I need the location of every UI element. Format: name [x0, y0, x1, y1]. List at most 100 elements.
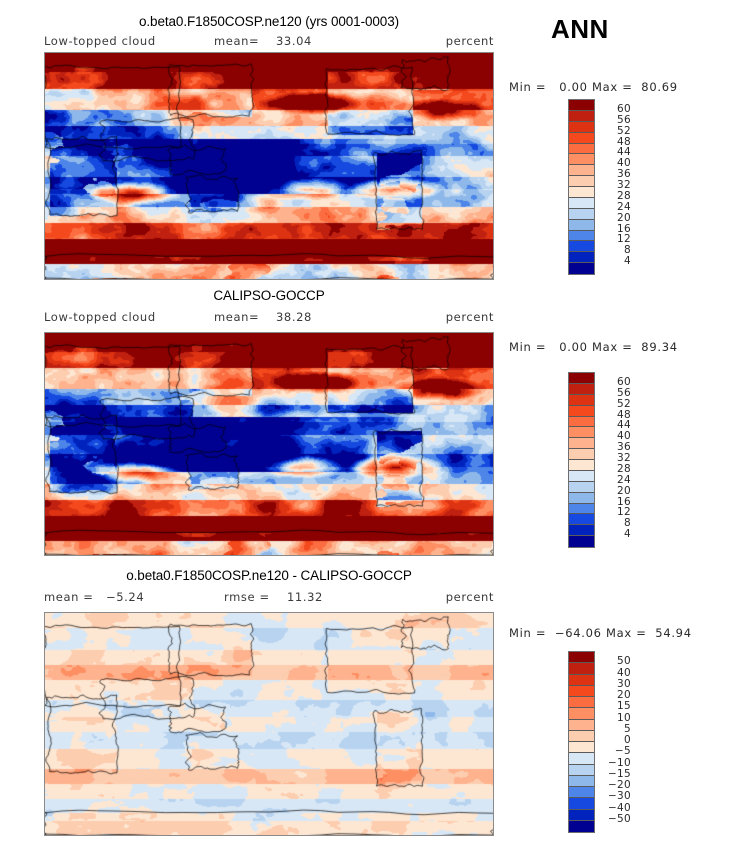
panel-model-title: o.beta0.F1850COSP.ne120 (yrs 0001-0003)	[138, 14, 400, 29]
colorbar-tick-label: 40	[617, 666, 631, 679]
colorbar-tick-label: 16	[617, 222, 631, 235]
colorbar-band	[569, 438, 594, 450]
panel-difference-units-label: percent	[445, 590, 494, 604]
colorbar-band	[569, 143, 594, 155]
panel-model-mean-label: mean=	[214, 34, 260, 48]
colorbar-band	[569, 449, 594, 460]
colorbar-band	[569, 514, 594, 526]
colorbar-band	[569, 775, 594, 787]
colorbar-tick-label: −20	[607, 779, 631, 791]
colorbar-model-labels: 60 56 52 48 44 40 36 32 28 24 20 16 12 8 4	[597, 99, 643, 273]
colorbar-tick-label: 32	[617, 179, 631, 191]
colorbar-tick-label: 24	[617, 473, 631, 486]
colorbar-band	[569, 427, 594, 439]
colorbar-band	[569, 132, 594, 144]
colorbar-tick-label: 36	[617, 168, 631, 181]
colorbar-band	[569, 154, 594, 166]
colorbar-band	[569, 100, 594, 111]
colorbar-tick-label: 24	[617, 200, 631, 213]
season-label: ANN	[551, 14, 609, 44]
colorbar-band	[569, 652, 594, 664]
colorbar-band	[569, 764, 594, 776]
map-model[interactable]	[44, 52, 494, 280]
colorbar-tick-label: 50	[617, 655, 631, 668]
colorbar-band	[569, 730, 594, 742]
colorbar-tick-label: 20	[617, 689, 631, 701]
colorbar-band	[569, 481, 594, 493]
colorbar-band	[569, 742, 594, 754]
colorbar-tick-label: 52	[617, 397, 631, 410]
colorbar-band	[569, 252, 594, 264]
colorbar-band	[569, 121, 594, 133]
colorbar-tick-label: 12	[617, 233, 631, 246]
colorbar-band	[569, 416, 594, 428]
colorbar-tick-label: 60	[617, 375, 631, 388]
panel-model-mean-value: 33.04	[276, 34, 312, 48]
panel-difference-minmax: Min = −64.06 Max = 54.94	[509, 626, 692, 640]
panel-model-subheader: Low-topped cloud mean= 33.04 percent	[44, 34, 494, 50]
colorbar-tick-label: −50	[607, 812, 631, 825]
panel-obs-mean-label: mean=	[214, 310, 260, 324]
colorbar-band	[569, 460, 594, 471]
colorbar-tick-label: 8	[624, 244, 631, 257]
map-obs[interactable]	[44, 332, 494, 556]
colorbar-tick-label: 40	[617, 157, 631, 170]
panel-difference-subheader: mean = −5.24 rmse = 11.32 percent	[44, 590, 494, 606]
panel-obs-minmax: Min = 0.00 Max = 89.34	[509, 340, 678, 354]
colorbar-tick-label: 10	[617, 711, 631, 724]
colorbar-difference-labels: 50 40 30 20 15 10 5 0 −5 −10 −15 −20 −30 −40 −50	[597, 651, 643, 831]
panel-difference-rmse-label: rmse =	[224, 590, 270, 604]
colorbar-band	[569, 208, 594, 220]
colorbar-band	[569, 708, 594, 720]
colorbar-band	[569, 697, 594, 709]
colorbar-band	[569, 798, 594, 810]
colorbar-band	[569, 492, 594, 504]
colorbar-tick-label: −5	[614, 745, 631, 758]
panel-difference-title: o.beta0.F1850COSP.ne120 - CALIPSO-GOCCP	[126, 568, 412, 583]
panel-model-minmax: Min = 0.00 Max = 80.69	[509, 80, 678, 94]
colorbar-tick-label: 48	[617, 135, 631, 148]
colorbar-tick-label: 0	[624, 734, 631, 746]
colorbar-tick-label: −15	[607, 767, 631, 780]
colorbar-band	[569, 110, 594, 122]
panel-difference-mean-value: −5.24	[106, 590, 145, 604]
map-model-canvas	[45, 53, 493, 279]
colorbar-band	[569, 263, 594, 274]
colorbar-band	[569, 536, 594, 547]
panel-model-variable-label: Low-topped cloud	[44, 34, 156, 48]
colorbar-tick-label: 56	[617, 113, 631, 126]
colorbar-band	[569, 809, 594, 821]
colorbar-tick-label: 52	[617, 124, 631, 137]
colorbar-band	[569, 685, 594, 697]
colorbar-tick-label: 15	[617, 700, 631, 713]
colorbar-band	[569, 674, 594, 686]
colorbar-tick-label: −40	[607, 801, 631, 814]
colorbar-tick-label: 48	[617, 408, 631, 421]
colorbar-band	[569, 470, 594, 482]
colorbar-obs[interactable]	[568, 372, 595, 548]
colorbar-band	[569, 165, 594, 177]
panel-obs-units-label: percent	[445, 310, 494, 324]
colorbar-band	[569, 241, 594, 253]
panel-difference-mean-label: mean =	[44, 590, 94, 604]
colorbar-band	[569, 176, 594, 187]
colorbar-band	[569, 394, 594, 406]
colorbar-model[interactable]	[568, 99, 595, 275]
colorbar-tick-label: −30	[607, 790, 631, 803]
panel-model-units-label: percent	[445, 34, 494, 48]
map-obs-canvas	[45, 333, 493, 555]
colorbar-tick-label: 44	[617, 419, 631, 432]
colorbar-band	[569, 719, 594, 731]
colorbar-tick-label: 20	[617, 484, 631, 497]
colorbar-tick-label: 12	[617, 506, 631, 519]
map-difference[interactable]	[44, 612, 494, 836]
colorbar-tick-label: 4	[624, 528, 631, 541]
colorbar-tick-label: 30	[617, 677, 631, 690]
colorbar-difference[interactable]	[568, 651, 595, 833]
colorbar-band	[569, 503, 594, 515]
colorbar-band	[569, 820, 594, 832]
colorbar-tick-label: 8	[624, 517, 631, 530]
colorbar-tick-label: 60	[617, 102, 631, 115]
panel-obs-variable-label: Low-topped cloud	[44, 310, 156, 324]
colorbar-obs-labels: 60 56 52 48 44 40 36 32 28 24 20 16 12 8 4	[597, 372, 643, 546]
